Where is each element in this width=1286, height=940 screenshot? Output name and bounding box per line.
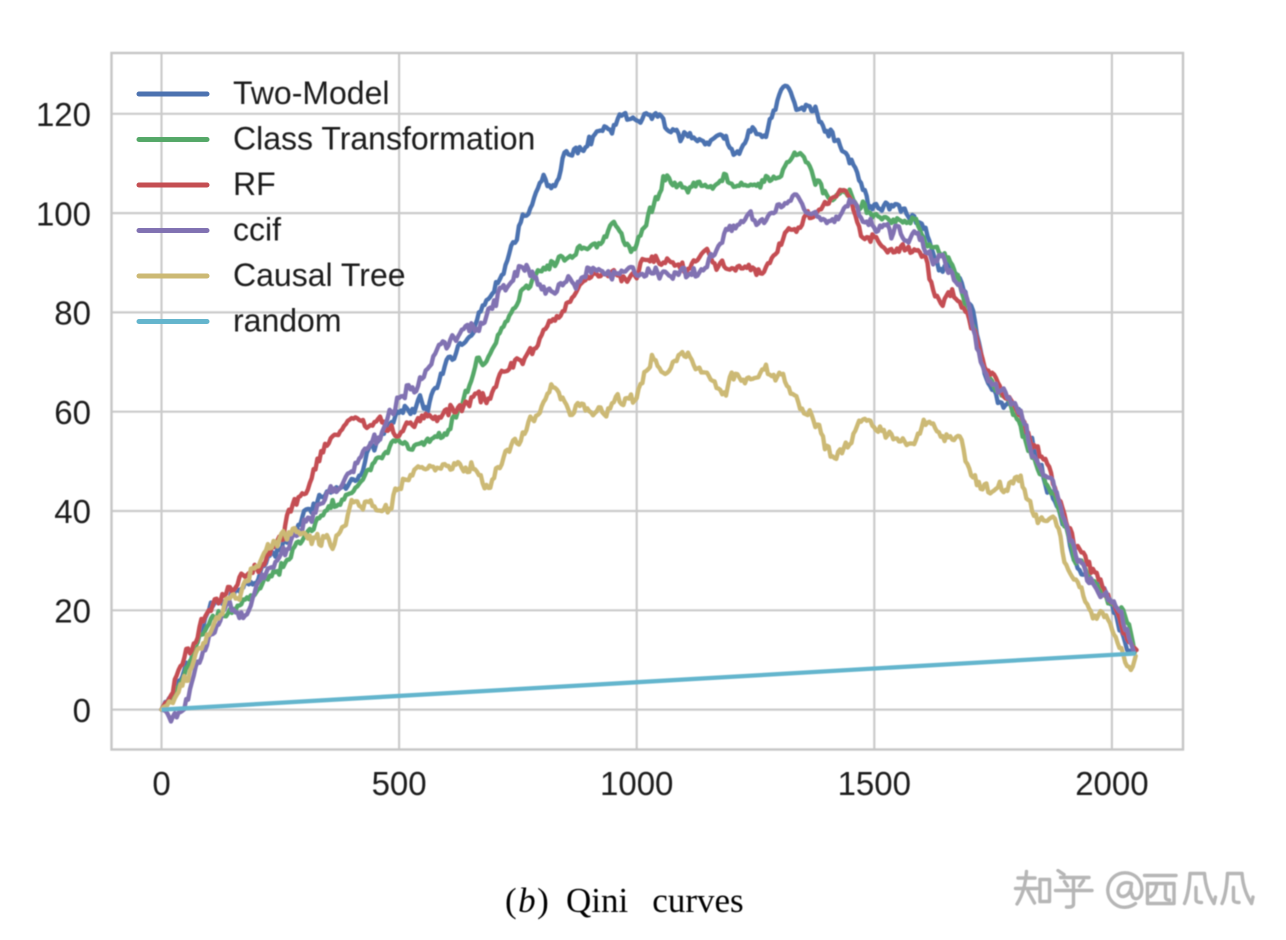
svg-text:RF: RF bbox=[233, 166, 276, 202]
svg-text:100: 100 bbox=[36, 195, 91, 232]
svg-text:Class Transformation: Class Transformation bbox=[233, 121, 535, 157]
svg-text:(b): (b) bbox=[505, 881, 550, 920]
svg-text:Qini: Qini bbox=[566, 881, 629, 920]
svg-text:curves: curves bbox=[652, 881, 743, 920]
svg-text:20: 20 bbox=[54, 593, 91, 630]
svg-text:0: 0 bbox=[152, 765, 170, 802]
svg-text:random: random bbox=[233, 303, 342, 339]
svg-text:120: 120 bbox=[36, 96, 91, 133]
svg-text:1500: 1500 bbox=[838, 765, 911, 802]
svg-text:ccif: ccif bbox=[233, 212, 281, 248]
svg-text:60: 60 bbox=[54, 394, 91, 431]
svg-text:500: 500 bbox=[372, 765, 427, 802]
svg-text:Causal Tree: Causal Tree bbox=[233, 257, 406, 293]
svg-text:0: 0 bbox=[73, 692, 91, 729]
svg-text:1000: 1000 bbox=[600, 765, 673, 802]
svg-text:80: 80 bbox=[54, 295, 91, 332]
svg-text:2000: 2000 bbox=[1075, 765, 1148, 802]
svg-text:40: 40 bbox=[54, 493, 91, 530]
svg-text:Two-Model: Two-Model bbox=[233, 75, 390, 111]
